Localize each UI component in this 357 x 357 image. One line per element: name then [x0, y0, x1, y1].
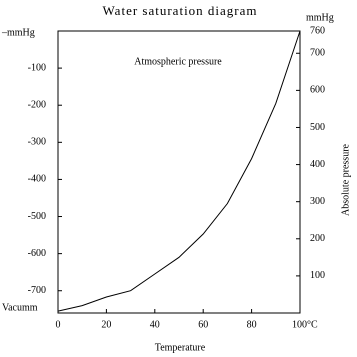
x-tick-label: 60	[198, 319, 208, 330]
x-tick-label: 40	[150, 319, 160, 330]
x-axis-label: Temperature	[155, 342, 206, 353]
y2-unit: –mmHg	[1, 27, 35, 38]
y-tick-label: 100	[310, 270, 325, 281]
chart-title: Water saturation diagram	[102, 3, 257, 18]
y2-tick-label: -700	[28, 285, 46, 296]
y-tick-label: 200	[310, 233, 325, 244]
y-tick-label: 700	[310, 48, 325, 59]
x-tick-label: 100°C	[292, 319, 318, 330]
y-unit: mmHg	[306, 12, 334, 23]
y2-tick-label: -400	[28, 174, 46, 185]
data-line	[57, 30, 301, 312]
y2-bottom-label: Vacumm	[2, 302, 38, 313]
x-tick-label: 0	[56, 319, 61, 330]
x-tick-label: 80	[247, 319, 257, 330]
y-tick-label: 600	[310, 85, 325, 96]
y2-tick-label: -300	[28, 137, 46, 148]
y-tick-label: 300	[310, 196, 325, 207]
x-tick-label: 20	[101, 319, 111, 330]
y2-tick-label: -200	[28, 100, 46, 111]
y2-tick-label: -100	[28, 62, 46, 73]
plot-frame	[57, 30, 301, 314]
y2-tick-label: -600	[28, 248, 46, 259]
y-tick-label: 500	[310, 122, 325, 133]
y2-tick-label: -500	[28, 211, 46, 222]
y-axis-label: Absolute pressure	[340, 143, 351, 215]
annotation: Atmospheric pressure	[134, 56, 222, 67]
y-tick-label: 760	[310, 25, 325, 36]
y-tick-label: 400	[310, 159, 325, 170]
